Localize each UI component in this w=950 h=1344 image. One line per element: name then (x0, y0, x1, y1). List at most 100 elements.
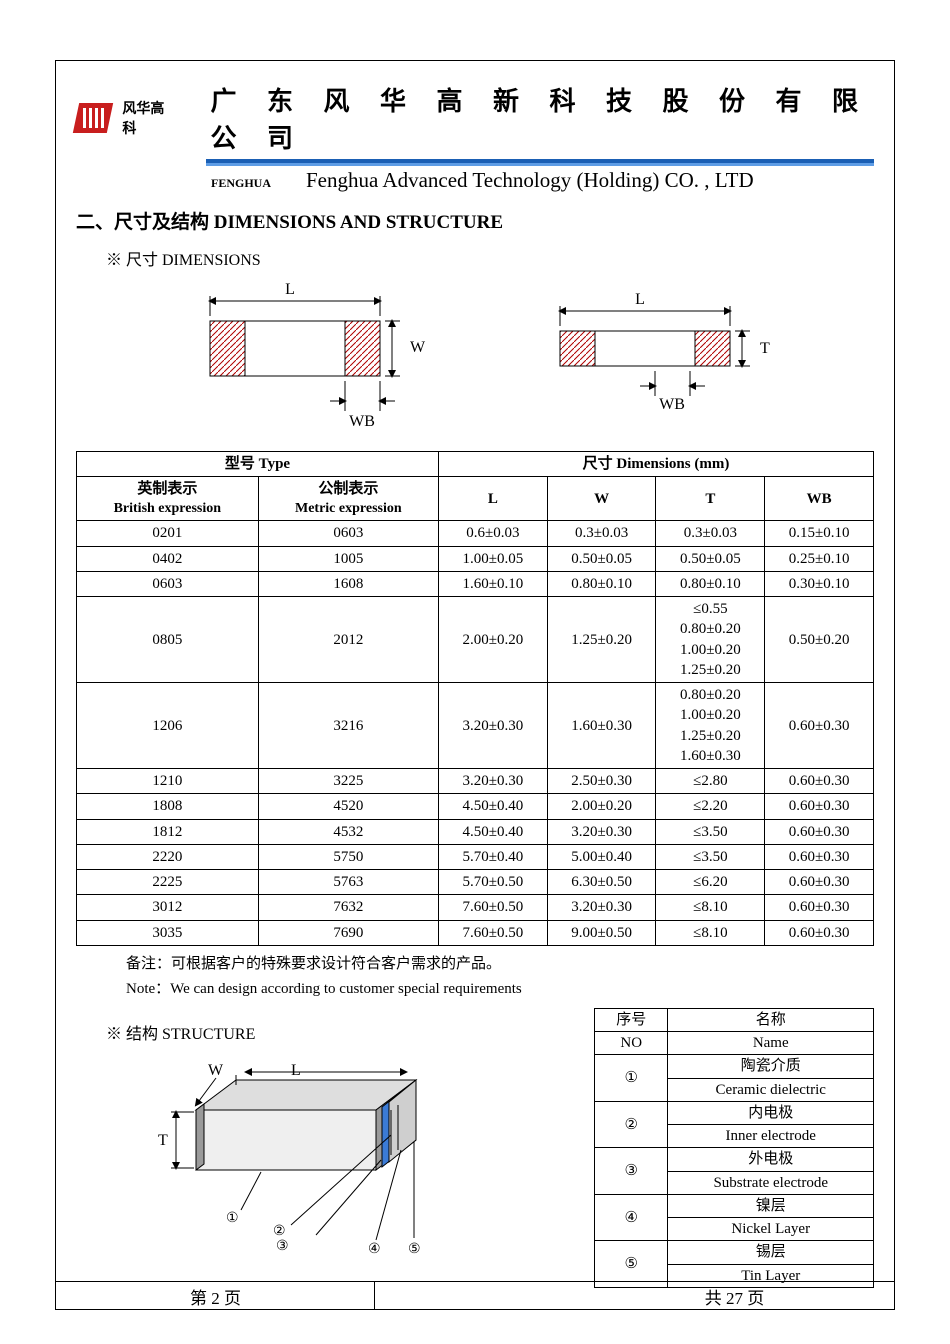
struct-no: ③ (595, 1148, 668, 1195)
callout-1: ① (226, 1211, 239, 1226)
cell-WB: 0.15±0.10 (765, 521, 874, 546)
table-row: 121032253.20±0.302.50±0.30≤2.800.60±0.30 (77, 769, 874, 794)
cell-b: 0201 (77, 521, 259, 546)
th-british: 英制表示 British expression (77, 477, 259, 521)
callout-5: ⑤ (408, 1242, 421, 1257)
diagram-side-view: L T WB (520, 276, 780, 441)
callout-2: ② (273, 1224, 286, 1239)
cell-W: 1.60±0.30 (547, 683, 656, 769)
cell-b: 0603 (77, 571, 259, 596)
cell-W: 1.25±0.20 (547, 597, 656, 683)
section-title: 二、尺寸及结构 DIMENSIONS AND STRUCTURE (76, 207, 874, 234)
cell-m: 5750 (258, 844, 438, 869)
table-row: 222557635.70±0.506.30±0.50≤6.200.60±0.30 (77, 870, 874, 895)
struct-name-cn: 锡层 (668, 1241, 874, 1264)
struct-no: ① (595, 1055, 668, 1102)
struct-name-cn: 外电极 (668, 1148, 874, 1171)
cell-L: 3.20±0.30 (439, 769, 548, 794)
cell-b: 3012 (77, 895, 259, 920)
table-row: 181245324.50±0.403.20±0.30≤3.500.60±0.30 (77, 819, 874, 844)
cell-W: 6.30±0.50 (547, 870, 656, 895)
label-WB: WB (349, 413, 375, 430)
cell-T: 0.50±0.05 (656, 546, 765, 571)
cell-T: ≤2.20 (656, 794, 765, 819)
cell-m: 7632 (258, 895, 438, 920)
th-british-cn: 英制表示 (81, 479, 254, 499)
note-cn: 备注：可根据客户的特殊要求设计符合客户需求的产品。 (126, 952, 874, 973)
struct-no: ④ (595, 1194, 668, 1241)
cell-b: 1210 (77, 769, 259, 794)
cell-T: ≤0.55 0.80±0.20 1.00±0.20 1.25±0.20 (656, 597, 765, 683)
th-metric-cn: 公制表示 (263, 479, 434, 499)
cell-L: 1.60±0.10 (439, 571, 548, 596)
struct-row: ①陶瓷介质 (595, 1055, 874, 1078)
cell-WB: 0.60±0.30 (765, 895, 874, 920)
footer-left: 第 2 页 (56, 1284, 375, 1309)
label-T: T (760, 340, 770, 357)
cell-WB: 0.60±0.30 (765, 870, 874, 895)
cell-m: 7690 (258, 920, 438, 945)
dimensions-table: 型号 Type 尺寸 Dimensions (mm) 英制表示 British … (76, 451, 874, 946)
cell-WB: 0.60±0.30 (765, 794, 874, 819)
brand-name-cn: 风华高科 (122, 98, 170, 138)
structure-table: 序号 名称 NO Name ①陶瓷介质Ceramic dielectric②内电… (594, 1008, 874, 1288)
table-row: 060316081.60±0.100.80±0.100.80±0.100.30±… (77, 571, 874, 596)
cell-b: 1812 (77, 819, 259, 844)
structure-subtitle: ※ 结构 STRUCTURE (106, 1020, 476, 1044)
note-en: Note：We can design according to customer… (126, 977, 874, 998)
cell-m: 0603 (258, 521, 438, 546)
th-british-en: British expression (81, 500, 254, 519)
cell-WB: 0.60±0.30 (765, 769, 874, 794)
struct-row: ②内电极 (595, 1101, 874, 1124)
st-col-name-cn: 名称 (668, 1008, 874, 1031)
struct-name-cn: 陶瓷介质 (668, 1055, 874, 1078)
cell-L: 5.70±0.50 (439, 870, 548, 895)
cell-m: 3225 (258, 769, 438, 794)
cell-T: 0.80±0.20 1.00±0.20 1.25±0.20 1.60±0.30 (656, 683, 765, 769)
cell-T: 0.3±0.03 (656, 521, 765, 546)
cell-T: ≤3.50 (656, 844, 765, 869)
cell-L: 4.50±0.40 (439, 794, 548, 819)
struct-name-en: Ceramic dielectric (668, 1078, 874, 1101)
cell-WB: 0.50±0.20 (765, 597, 874, 683)
cell-WB: 0.60±0.30 (765, 920, 874, 945)
structure-section: ※ 结构 STRUCTURE (76, 1008, 874, 1288)
cell-m: 4520 (258, 794, 438, 819)
cell-m: 5763 (258, 870, 438, 895)
cell-W: 0.50±0.05 (547, 546, 656, 571)
structure-diagram: W L T ① ② (116, 1050, 476, 1275)
cell-W: 3.20±0.30 (547, 819, 656, 844)
cell-b: 0402 (77, 546, 259, 571)
table-row: 080520122.00±0.201.25±0.20≤0.55 0.80±0.2… (77, 597, 874, 683)
cell-W: 5.00±0.40 (547, 844, 656, 869)
cell-L: 7.60±0.50 (439, 895, 548, 920)
label-L: L (285, 281, 295, 298)
th-metric: 公制表示 Metric expression (258, 477, 438, 521)
diagram-top-view: L W WB (170, 276, 430, 441)
struct-row: ⑤锡层 (595, 1241, 874, 1264)
table-row: 301276327.60±0.503.20±0.30≤8.100.60±0.30 (77, 895, 874, 920)
table-row: 040210051.00±0.050.50±0.050.50±0.050.25±… (77, 546, 874, 571)
dimension-diagrams: L W WB (76, 276, 874, 441)
callout-3: ③ (276, 1239, 289, 1254)
cell-T: ≤6.20 (656, 870, 765, 895)
cell-L: 0.6±0.03 (439, 521, 548, 546)
cell-L: 2.00±0.20 (439, 597, 548, 683)
cell-WB: 0.60±0.30 (765, 683, 874, 769)
cell-m: 3216 (258, 683, 438, 769)
label-WB2: WB (659, 396, 685, 413)
label-W: W (410, 339, 426, 356)
dimensions-subtitle: ※ 尺寸 DIMENSIONS (106, 246, 874, 270)
page: 风华高科 广 东 风 华 高 新 科 技 股 份 有 限 公 司 FENGHUA… (0, 0, 950, 1344)
th-W: W (547, 477, 656, 521)
cell-W: 0.3±0.03 (547, 521, 656, 546)
table-row: 120632163.20±0.301.60±0.300.80±0.20 1.00… (77, 683, 874, 769)
th-metric-en: Metric expression (263, 500, 434, 519)
th-WB: WB (765, 477, 874, 521)
th-T: T (656, 477, 765, 521)
cell-WB: 0.30±0.10 (765, 571, 874, 596)
company-title-en: Fenghua Advanced Technology (Holding) CO… (306, 168, 754, 193)
label-L2: L (635, 291, 645, 308)
th-type: 型号 Type (77, 452, 439, 477)
cell-T: ≤2.80 (656, 769, 765, 794)
